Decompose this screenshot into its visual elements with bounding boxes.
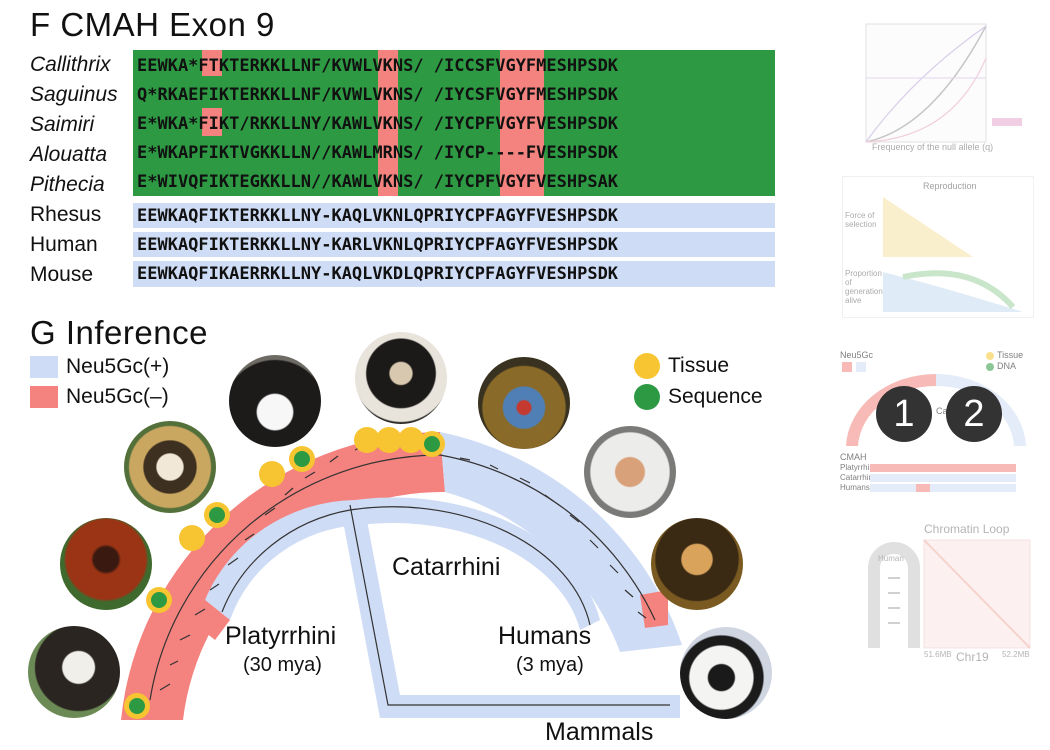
species-label-callithrix: Callithrix [30, 53, 111, 76]
clade-label-platyrrhini: Platyrrhini [225, 622, 337, 650]
chromatin-loop-label: Chromatin Loop [924, 522, 1010, 536]
panel-f-title: F CMAH Exon 9 [30, 6, 275, 43]
mini-tissue-dot [986, 352, 994, 360]
mini-dna-dot [986, 363, 994, 371]
mini-cmah-row-humans [870, 484, 1016, 492]
frameshift-highlight [378, 50, 398, 196]
mini-tree-thumbnail: Neu5Gc Tissue DNA Catarrhini CMAH Platyr… [836, 346, 1036, 496]
species-label-saguinus: Saguinus [30, 83, 118, 106]
cow-photo [680, 627, 772, 719]
mini-cmah-row-catarrhini [870, 474, 1016, 482]
mammals-stem [340, 505, 680, 718]
mandrill-photo [478, 357, 570, 449]
clade-label-humans: Humans [498, 622, 592, 650]
mini-positive-swatch [856, 362, 866, 372]
panel-g-title: G Inference [30, 314, 208, 351]
chromatin-chr-label: Chr19 [956, 650, 989, 664]
clade-label-catarrhini: Catarrhini [392, 553, 501, 581]
human-tip-highlight [640, 590, 668, 628]
reproduction-graphic [883, 197, 1023, 312]
legend-label-tissue: Tissue [668, 354, 730, 377]
legend-label-negative: Neu5Gc(–) [66, 385, 169, 408]
mini-catarrhini-row-label: Catarrhini [840, 473, 875, 482]
legend-tissue-dot [634, 353, 660, 379]
frameshift-highlight [500, 50, 544, 196]
rhesus-alignment-row [133, 203, 775, 228]
species-label-saimiri: Saimiri [30, 113, 95, 136]
species-labels: Callithrix Saguinus Saimiri Alouatta Pit… [30, 50, 118, 290]
mini-cmah-row-platyrrhini [870, 464, 1016, 472]
species-label-pithecia: Pithecia [30, 173, 105, 196]
sequence-mouse: EEWKAQFIKAERRKLLNY-KAQLVKDLQPRIYCPFAGYFV… [137, 264, 619, 284]
human-alignment-row [133, 232, 775, 257]
sequence-callithrix: EEWKA*FTKTERKKLLNF/KVWLVKNS/ /ICCSFVGYFM… [137, 56, 619, 76]
species-label-human: Human [30, 233, 98, 256]
mini-human-exon-highlight [916, 484, 930, 492]
sequence-rhesus: EEWKAQFIKTERKKLLNY-KAQLVKNLQPRIYCPFAGYFV… [137, 206, 619, 226]
mini-humans-label: Humans [840, 483, 870, 492]
proportion-label: Proportion of generation alive [845, 269, 883, 305]
mini-platyrrhini-label: Platyrrhini [840, 463, 876, 472]
chromatin-human-label: Human [878, 554, 904, 563]
evidence-dots [124, 427, 445, 719]
mona-lisa-photo [651, 518, 743, 610]
legend-sequence-dot [634, 384, 660, 410]
force-of-selection-label: Force of selection [845, 211, 877, 229]
mini-tissue-label: Tissue [997, 350, 1024, 360]
stop-codon-highlight [202, 108, 222, 136]
species-label-mouse: Mouse [30, 263, 94, 286]
sequence-saimiri: E*WKA*FIKT/RKKLLNY/KAWLVKNS/ /IYCPFVGYFV… [137, 114, 619, 134]
sequence-human: EEWKAQFIKTERKKLLNY-KARLVKNLQPRIYCPFAGYFV… [137, 235, 619, 255]
clade-label-mammals: Mammals [545, 718, 654, 746]
species-label-rhesus: Rhesus [30, 203, 102, 226]
sequence-alouatta: E*WKAPFIKTVGKKLLN//KAWLMRNS/ /IYCP----FV… [137, 143, 619, 163]
platyrrhini-stem [205, 500, 360, 620]
sequence-pithecia: E*WIVQFIKTEGKKLLN//KAWLVKNS/ /IYCPFVGYFV… [137, 172, 619, 192]
howler-monkey-photo [60, 518, 152, 610]
selection-plot-graphic [865, 23, 1022, 143]
catarrhini-band [440, 432, 682, 652]
legend-label-positive: Neu5Gc(+) [66, 355, 170, 378]
marmoset-photo [355, 332, 447, 424]
stop-codon-highlight [202, 50, 222, 76]
chromatin-mb-right: 52.2MB [1002, 650, 1030, 659]
chromatin-loop-thumbnail: Chromatin Loop Human 51.6MB 52.2MB Chr19 [842, 518, 1038, 668]
chromatin-mb-left: 51.6MB [924, 650, 952, 659]
reproduction-diagram-thumbnail: Reproduction Force of selection Proporti… [842, 176, 1034, 318]
chromatin-graphic [868, 539, 1031, 649]
species-label-alouatta: Alouatta [30, 143, 108, 166]
saki-monkey-photo [28, 626, 120, 718]
mini-neu5gc-label: Neu5Gc [840, 350, 874, 360]
sequence-saguinus: Q*RKAEFIKTERKKLLNF/KVWLVKNS/ /IYCSFVGYFM… [137, 85, 619, 105]
platyrrhini-base [190, 600, 230, 640]
badge-one: 1 [876, 386, 932, 442]
legend-label-sequence: Sequence [668, 385, 763, 408]
legend-swatch-negative [30, 386, 58, 408]
legend-swatch-positive [30, 356, 58, 378]
catarrhini-stem [355, 497, 600, 630]
mouse-alignment-row [133, 261, 775, 287]
mini-dna-label: DNA [997, 361, 1017, 371]
plot-x-axis-label: Frequency of the null allele (q) [872, 142, 994, 152]
clade-age-humans: (3 mya) [516, 654, 584, 676]
douc-langur-photo [584, 426, 676, 518]
squirrel-monkey-photo [124, 421, 216, 513]
mini-negative-swatch [842, 362, 852, 372]
selection-plot-thumbnail: Frequency of the null allele (q) [842, 18, 1032, 168]
badge-two: 2 [946, 386, 1002, 442]
clade-age-platyrrhini: (30 mya) [243, 654, 322, 676]
mini-cmah-label: CMAH [840, 452, 867, 462]
emperor-tamarin-photo [229, 355, 321, 447]
reproduction-label: Reproduction [923, 181, 977, 191]
platyrrhine-alignment-block [133, 50, 775, 196]
